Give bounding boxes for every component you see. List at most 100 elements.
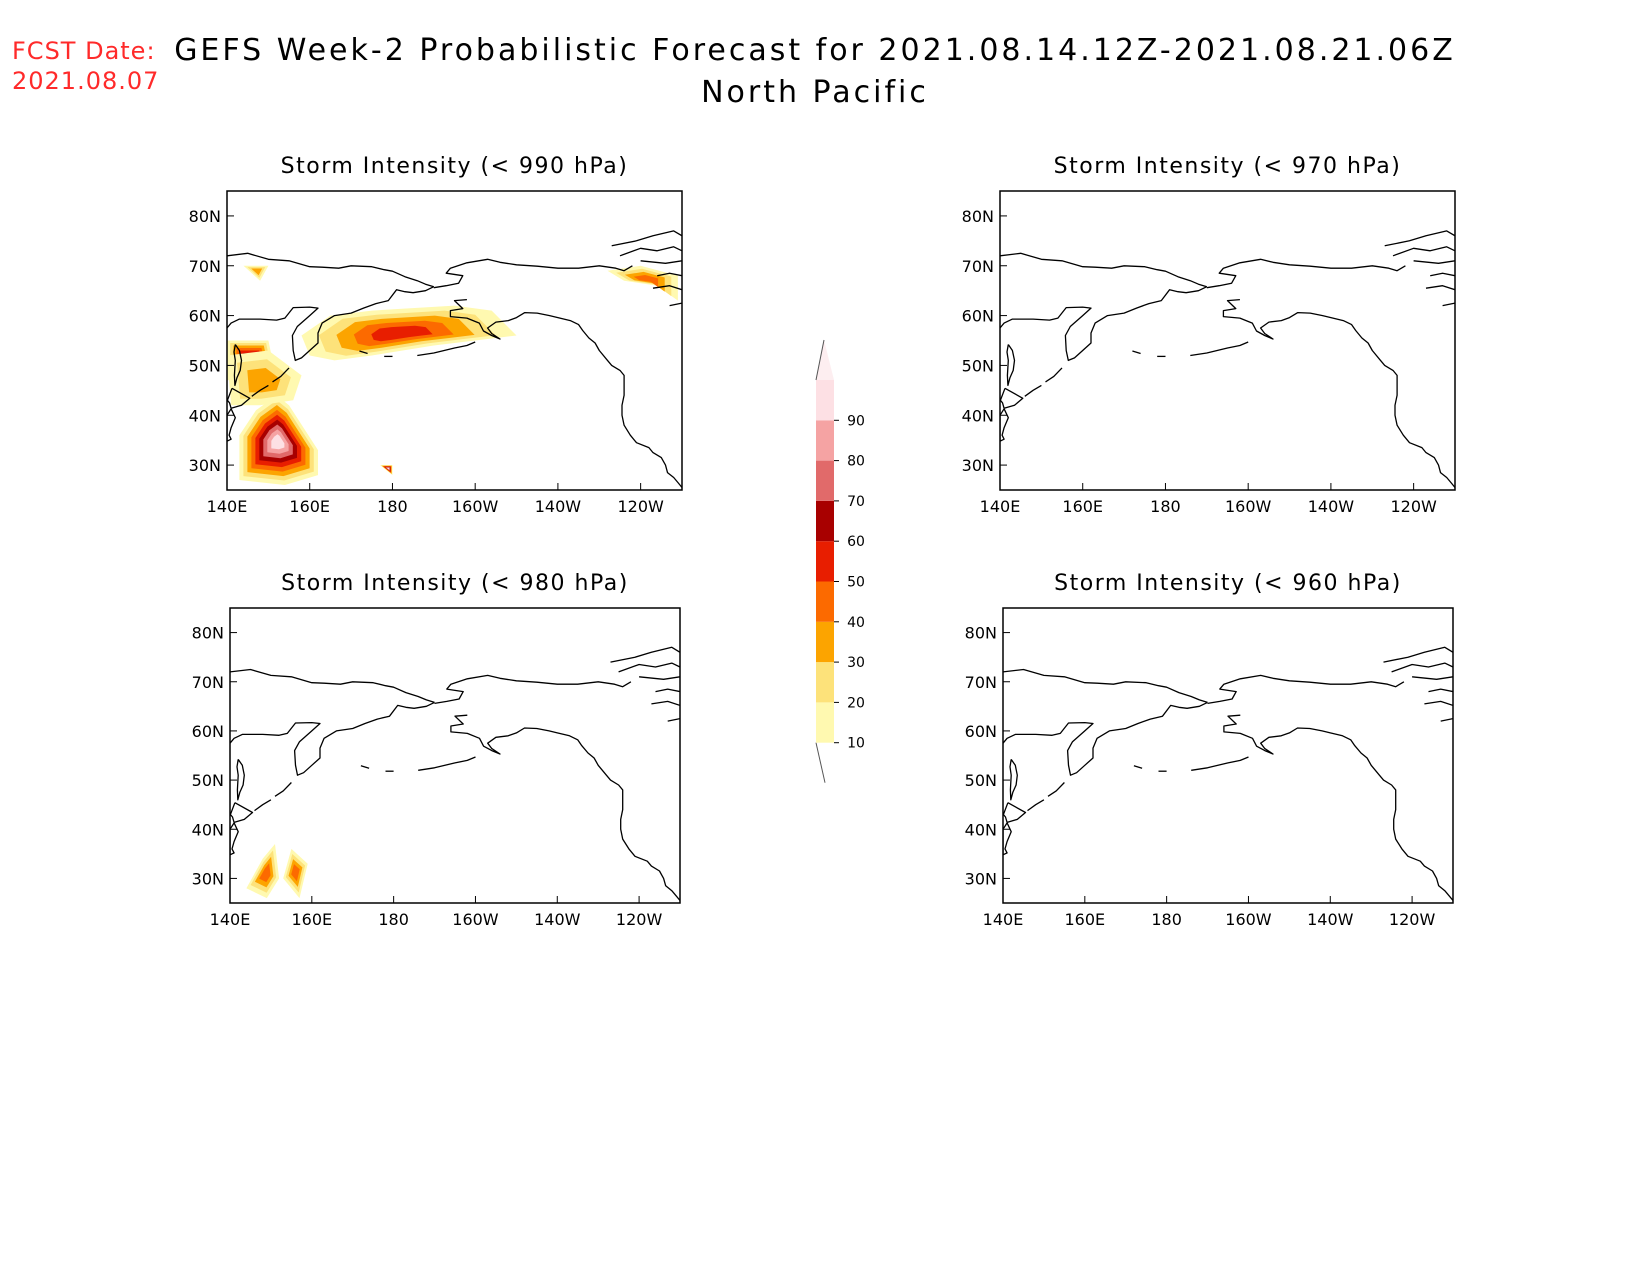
probability-contour-90 — [271, 434, 285, 450]
colorbar-edge — [815, 339, 825, 381]
coastline — [1412, 676, 1453, 680]
coastline — [1206, 258, 1406, 289]
coastline — [1413, 260, 1455, 264]
colorbar-label: 50 — [847, 575, 865, 591]
colorbar-swatch-80 — [816, 420, 834, 461]
coastline — [1000, 252, 1207, 288]
x-tick-label: 140W — [534, 910, 581, 929]
coastlines — [227, 230, 682, 488]
colorbar-label: 40 — [847, 615, 865, 631]
map-panel-p970: Storm Intensity (< 970 hPa) 140E 160E 180 16… — [962, 154, 1456, 516]
y-tick-label: 70N — [189, 257, 221, 276]
coastline — [359, 350, 368, 355]
probability-contour-40 — [259, 863, 271, 883]
x-tick-label: 140W — [1307, 910, 1354, 929]
y-tick-label: 50N — [189, 356, 221, 375]
coastline — [1190, 341, 1249, 357]
y-tick-label: 30N — [189, 456, 221, 475]
x-tick-label: 140W — [535, 497, 582, 516]
x-tick-label: 160W — [452, 910, 499, 929]
coastline — [1133, 765, 1143, 769]
colorbar: 10 20 30 40 50 60 70 80 90 — [815, 339, 865, 783]
coastline — [1223, 714, 1453, 901]
x-tick-label: 160E — [289, 497, 330, 516]
x-tick-label: 180 — [378, 910, 409, 929]
y-tick-label: 40N — [189, 406, 221, 425]
map-frame — [1002, 607, 1454, 904]
y-tick-label: 60N — [192, 722, 224, 741]
coastline — [360, 765, 370, 769]
coastline — [227, 252, 434, 288]
colorbar-top-extension — [816, 340, 834, 380]
coastline — [227, 286, 435, 362]
coastline — [1384, 230, 1455, 247]
y-tick-label: 80N — [965, 624, 997, 643]
coastline — [417, 341, 476, 357]
y-tick-label: 60N — [965, 722, 997, 741]
y-tick-label: 40N — [962, 406, 994, 425]
x-tick-label: 160W — [1225, 910, 1272, 929]
map-frame — [999, 190, 1456, 491]
x-tick-label: 180 — [1150, 497, 1181, 516]
probability-contour-40 — [633, 275, 659, 288]
coastline — [230, 701, 435, 776]
coastline — [230, 668, 435, 704]
y-tick-label: 70N — [962, 257, 994, 276]
panel-title: Storm Intensity (< 960 hPa) — [1054, 571, 1402, 596]
probability-contour-30 — [251, 268, 263, 276]
y-tick-label: 30N — [965, 869, 997, 888]
coastline — [1003, 802, 1027, 824]
colorbar-swatch-50 — [816, 541, 834, 582]
y-tick-label: 70N — [965, 673, 997, 692]
panel-title: Storm Intensity (< 990 hPa) — [281, 154, 629, 179]
coastline — [230, 822, 239, 856]
colorbar-swatch-60 — [816, 500, 834, 542]
coastline — [1440, 717, 1453, 722]
coastline — [1383, 646, 1453, 663]
coastline — [639, 676, 680, 680]
coastline — [610, 646, 680, 663]
map-panels: Storm Intensity (< 990 hPa) 140E 160E 180 16… — [189, 154, 1456, 929]
colorbar-tail — [815, 742, 826, 783]
coastline — [1000, 387, 1024, 409]
coastline — [1024, 384, 1042, 397]
coastline — [1006, 344, 1016, 387]
colorbar-swatch-90 — [816, 380, 834, 421]
coastline — [254, 799, 272, 812]
map-panel-p960: Storm Intensity (< 960 hPa) 140E 160E 180 16… — [965, 571, 1454, 929]
coastline — [619, 246, 682, 257]
map-frame — [229, 607, 681, 904]
colorbar-label: 30 — [847, 655, 865, 671]
coastline — [657, 272, 682, 277]
x-tick-label: 160W — [1225, 497, 1272, 516]
coastline — [655, 688, 680, 693]
coastline — [1442, 302, 1455, 307]
coastline — [1222, 298, 1455, 488]
x-tick-label: 140E — [980, 497, 1021, 516]
x-tick-label: 160W — [452, 497, 499, 516]
x-tick-label: 180 — [1151, 910, 1182, 929]
coastline — [618, 662, 680, 673]
probability-shading — [227, 265, 678, 485]
x-tick-label: 120W — [1389, 910, 1436, 929]
coastline — [230, 802, 254, 824]
x-tick-label: 160E — [1062, 497, 1103, 516]
coastline — [1027, 799, 1045, 812]
coastline — [233, 344, 243, 387]
probability-contour-30 — [247, 368, 281, 393]
coastline — [1003, 668, 1208, 704]
y-tick-label: 50N — [192, 771, 224, 790]
y-tick-label: 70N — [192, 673, 224, 692]
y-tick-label: 80N — [962, 207, 994, 226]
coastline — [1132, 350, 1141, 355]
y-tick-label: 80N — [192, 624, 224, 643]
forecast-date-block: FCST Date: 2021.08.07 — [12, 36, 159, 96]
coastline — [1000, 408, 1009, 442]
coastline — [1391, 662, 1453, 673]
y-tick-label: 40N — [965, 820, 997, 839]
coastline — [227, 408, 236, 442]
map-frame — [226, 190, 683, 491]
x-tick-label: 160E — [1064, 910, 1105, 929]
coastline — [418, 756, 476, 771]
probability-contour-50 — [371, 325, 433, 342]
